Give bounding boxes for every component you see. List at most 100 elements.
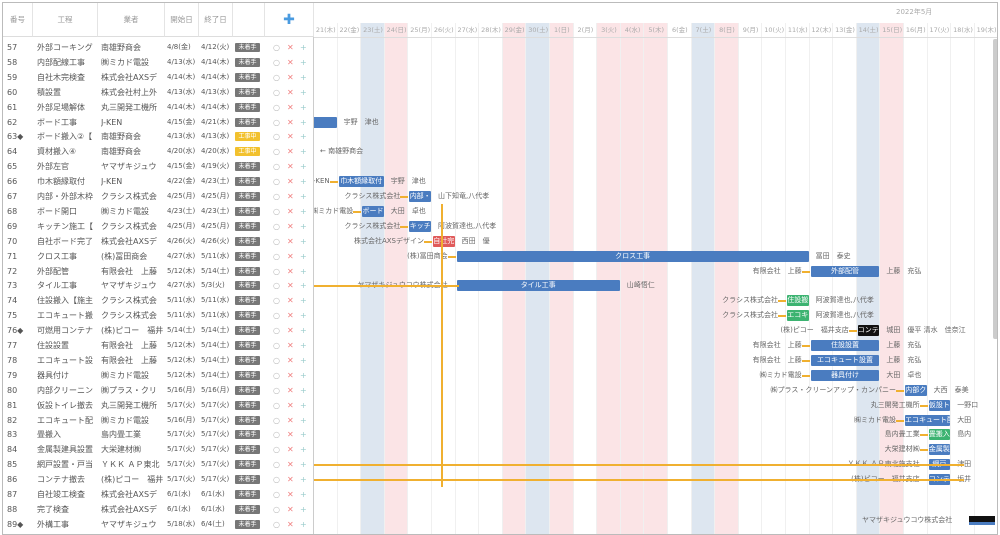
- delete-icon[interactable]: ✕: [287, 311, 294, 321]
- delete-icon[interactable]: ✕: [287, 415, 294, 425]
- status-badge[interactable]: 工事中: [235, 132, 260, 142]
- circle-icon[interactable]: ○: [273, 430, 280, 440]
- table-row[interactable]: 76◆ 可燃用コンテナ (株)ピコー 福井 5/14(土) 5/14(土) 未着手 ○ ✕ +: [3, 323, 314, 338]
- add-icon[interactable]: +: [300, 221, 307, 231]
- gantt-bar[interactable]: クロス工事: [456, 250, 809, 262]
- add-icon[interactable]: +: [300, 504, 307, 514]
- table-row[interactable]: 73 タイル工事 ヤマザキジュウ 4/27(水) 5/3(火) 未着手 ○ ✕ +: [3, 278, 314, 293]
- status-badge[interactable]: 未着手: [235, 72, 260, 82]
- status-badge[interactable]: 未着手: [235, 370, 260, 380]
- table-row[interactable]: 69 キッチン施工【 クラシス株式会 4/25(月) 4/25(月) 未着手 ○ ✕ +: [3, 219, 314, 234]
- gantt-bar[interactable]: ボード: [362, 205, 384, 217]
- add-icon[interactable]: +: [300, 162, 307, 172]
- add-icon[interactable]: +: [300, 460, 307, 470]
- circle-icon[interactable]: ○: [273, 132, 280, 142]
- status-badge[interactable]: 未着手: [235, 311, 260, 321]
- circle-icon[interactable]: ○: [273, 341, 280, 350]
- circle-icon[interactable]: ○: [273, 251, 280, 261]
- delete-icon[interactable]: ✕: [287, 236, 294, 246]
- status-badge[interactable]: 未着手: [235, 266, 260, 276]
- gantt-bar[interactable]: 仮設ト: [928, 399, 951, 411]
- status-badge[interactable]: 未着手: [235, 341, 260, 350]
- add-icon[interactable]: +: [300, 326, 307, 336]
- circle-icon[interactable]: ○: [273, 221, 280, 231]
- circle-icon[interactable]: ○: [273, 206, 280, 216]
- delete-icon[interactable]: ✕: [287, 87, 294, 97]
- status-badge[interactable]: 未着手: [235, 162, 260, 172]
- status-badge[interactable]: 未着手: [235, 296, 260, 306]
- gantt-bar[interactable]: キッチ: [409, 220, 431, 232]
- circle-icon[interactable]: ○: [273, 385, 280, 395]
- gantt-bar[interactable]: 住設設置: [810, 340, 880, 351]
- status-badge[interactable]: 未着手: [235, 177, 260, 187]
- circle-icon[interactable]: ○: [273, 355, 280, 365]
- circle-icon[interactable]: ○: [273, 311, 280, 321]
- header-start[interactable]: 開始日: [165, 3, 199, 37]
- add-icon[interactable]: +: [300, 490, 307, 499]
- status-badge[interactable]: 未着手: [235, 385, 260, 395]
- gantt-bar[interactable]: エコキ: [787, 310, 809, 322]
- status-badge[interactable]: 未着手: [235, 326, 260, 336]
- gantt-bar[interactable]: 内部ク: [905, 384, 927, 396]
- circle-icon[interactable]: ○: [273, 475, 280, 485]
- add-icon[interactable]: +: [300, 400, 307, 410]
- add-icon[interactable]: +: [300, 177, 307, 187]
- add-icon[interactable]: +: [300, 72, 307, 82]
- vertical-scrollbar[interactable]: [993, 39, 997, 339]
- circle-icon[interactable]: ○: [273, 415, 280, 425]
- header-task[interactable]: 工程: [33, 3, 98, 37]
- circle-icon[interactable]: ○: [273, 87, 280, 97]
- add-task-button[interactable]: ✚: [265, 3, 314, 37]
- delete-icon[interactable]: ✕: [287, 43, 294, 52]
- add-icon[interactable]: +: [300, 132, 307, 142]
- circle-icon[interactable]: ○: [273, 296, 280, 306]
- add-icon[interactable]: +: [300, 475, 307, 485]
- status-badge[interactable]: 未着手: [235, 192, 260, 201]
- add-icon[interactable]: +: [300, 236, 307, 246]
- table-row[interactable]: 89◆ 外構工事 ヤマザキジュウ 5/18(水) 6/4(土) 未着手 ○ ✕ +: [3, 517, 314, 532]
- circle-icon[interactable]: ○: [273, 236, 280, 246]
- table-row[interactable]: 72 外部配管 有限会社 上藤 5/12(木) 5/14(土) 未着手 ○ ✕ +: [3, 264, 314, 279]
- status-badge[interactable]: 未着手: [235, 490, 260, 499]
- add-icon[interactable]: +: [300, 43, 307, 52]
- status-badge[interactable]: 未着手: [235, 251, 260, 261]
- add-icon[interactable]: +: [300, 519, 307, 529]
- gantt-bar[interactable]: コンテナ: [857, 325, 880, 337]
- delete-icon[interactable]: ✕: [287, 57, 294, 67]
- circle-icon[interactable]: ○: [273, 57, 280, 67]
- delete-icon[interactable]: ✕: [287, 72, 294, 82]
- gantt-bar[interactable]: [314, 116, 337, 128]
- header-no[interactable]: 番号: [3, 3, 33, 37]
- circle-icon[interactable]: ○: [273, 177, 280, 187]
- table-row[interactable]: 83 畳搬入 島内畳工業 5/17(火) 5/17(火) 未着手 ○ ✕ +: [3, 427, 314, 442]
- header-vendor[interactable]: 業者: [98, 3, 165, 37]
- table-row[interactable]: 85 網戸設置・戸当 ＹＫＫ ＡＰ東北 5/17(火) 5/17(火) 未着手 ○ ✕ +: [3, 457, 314, 472]
- gantt-bar[interactable]: 外部配管: [810, 265, 880, 277]
- delete-icon[interactable]: ✕: [287, 475, 294, 485]
- delete-icon[interactable]: ✕: [287, 251, 294, 261]
- table-row[interactable]: 62 ボード工事 J-KEN 4/15(金) 4/21(木) 未着手 ○ ✕ +: [3, 115, 314, 130]
- circle-icon[interactable]: ○: [273, 504, 280, 514]
- add-icon[interactable]: +: [300, 370, 307, 380]
- delete-icon[interactable]: ✕: [287, 102, 294, 112]
- gantt-bar[interactable]: 巾木額縁取付: [338, 176, 384, 188]
- status-badge[interactable]: 未着手: [235, 445, 260, 455]
- circle-icon[interactable]: ○: [273, 147, 280, 157]
- table-row[interactable]: 70 自社ボード完了 株式会社AXSデ 4/26(火) 4/26(火) 未着手 ○ ✕ +: [3, 234, 314, 249]
- circle-icon[interactable]: ○: [273, 400, 280, 410]
- gantt-bar[interactable]: エコキュート設置: [810, 354, 880, 366]
- delete-icon[interactable]: ✕: [287, 385, 294, 395]
- delete-icon[interactable]: ✕: [287, 132, 294, 142]
- delete-icon[interactable]: ✕: [287, 177, 294, 187]
- status-badge[interactable]: 未着手: [235, 504, 260, 514]
- status-badge[interactable]: 未着手: [235, 57, 260, 67]
- delete-icon[interactable]: ✕: [287, 504, 294, 514]
- add-icon[interactable]: +: [300, 266, 307, 276]
- status-badge[interactable]: 未着手: [235, 519, 260, 529]
- status-badge[interactable]: 未着手: [235, 206, 260, 216]
- table-row[interactable]: 58 内部配線工事 ㈱ミカド電設 4/13(水) 4/14(木) 未着手 ○ ✕ +: [3, 55, 314, 70]
- delete-icon[interactable]: ✕: [287, 281, 294, 291]
- delete-icon[interactable]: ✕: [287, 192, 294, 201]
- add-icon[interactable]: +: [300, 251, 307, 261]
- add-icon[interactable]: +: [300, 355, 307, 365]
